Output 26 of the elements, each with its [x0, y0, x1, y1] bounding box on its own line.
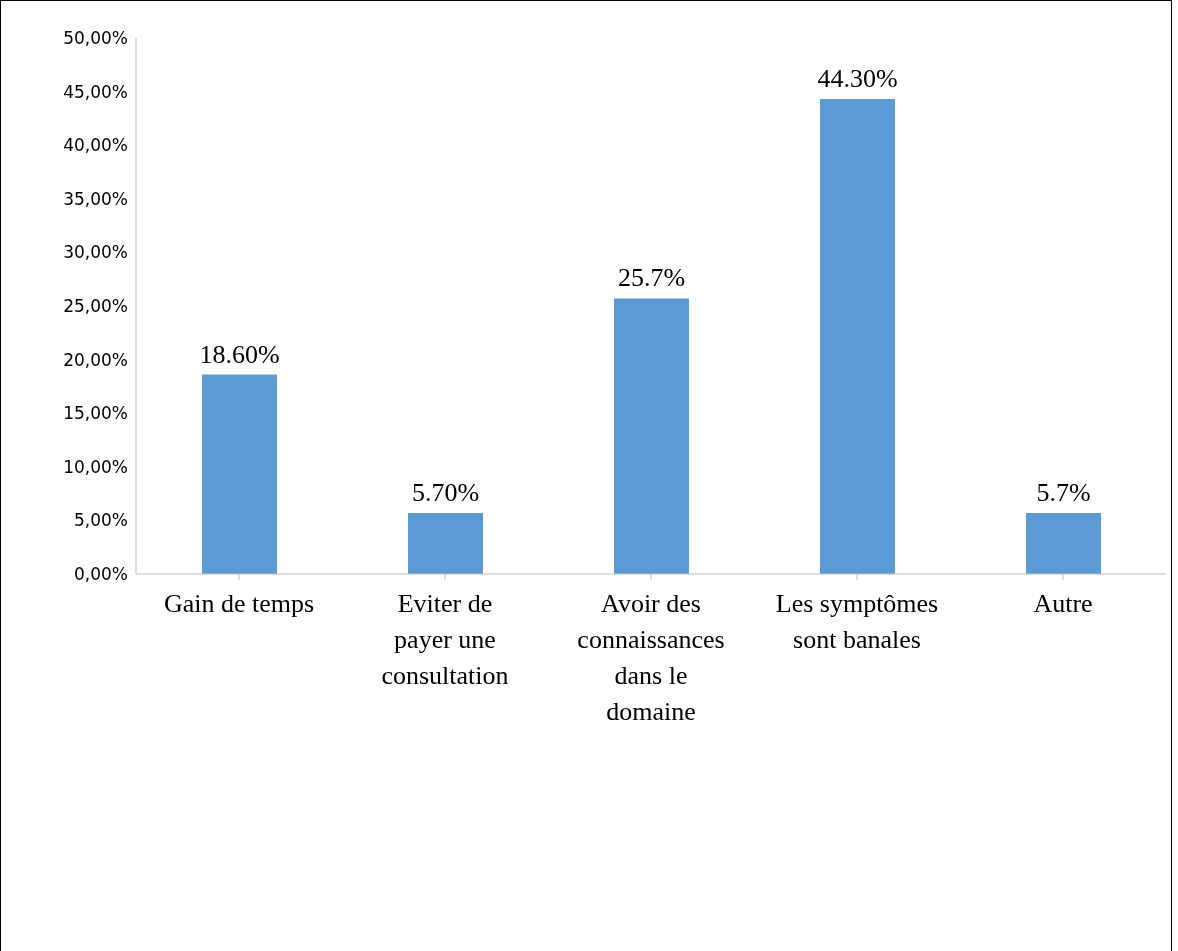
y-tick-label: 10,00%	[63, 456, 128, 477]
data-label: 5.7%	[1036, 477, 1091, 507]
y-tick-label: 45,00%	[63, 81, 128, 102]
data-label: 44.30%	[817, 64, 898, 94]
bar	[1026, 512, 1101, 574]
y-tick-label: 0,00%	[73, 564, 128, 585]
y-tick-label: 25,00%	[63, 296, 128, 317]
y-tick-label: 35,00%	[63, 188, 128, 209]
data-label: 18.60%	[199, 339, 280, 369]
x-tick-label: Autre	[1033, 589, 1093, 618]
x-tick-label: Gain de temps	[163, 589, 315, 618]
y-tick-label: 5,00%	[73, 510, 128, 531]
y-tick-label: 40,00%	[63, 135, 128, 156]
x-tick-label: Avoir des connaissances dans le domaine	[577, 589, 725, 726]
y-tick-label: 50,00%	[63, 28, 128, 49]
data-label: 25.7%	[617, 263, 686, 293]
y-tick-label: 15,00%	[63, 403, 128, 424]
bar	[614, 298, 689, 574]
data-label: 5.70%	[411, 477, 480, 507]
bar	[820, 99, 895, 574]
bar	[408, 512, 483, 574]
y-tick-label: 30,00%	[63, 242, 128, 263]
bar	[202, 374, 277, 574]
x-tick-label: Les symptômes sont banales	[775, 589, 939, 654]
x-tick-label: Eviter de payer une consultation	[381, 589, 509, 690]
y-tick-label: 20,00%	[63, 349, 128, 370]
